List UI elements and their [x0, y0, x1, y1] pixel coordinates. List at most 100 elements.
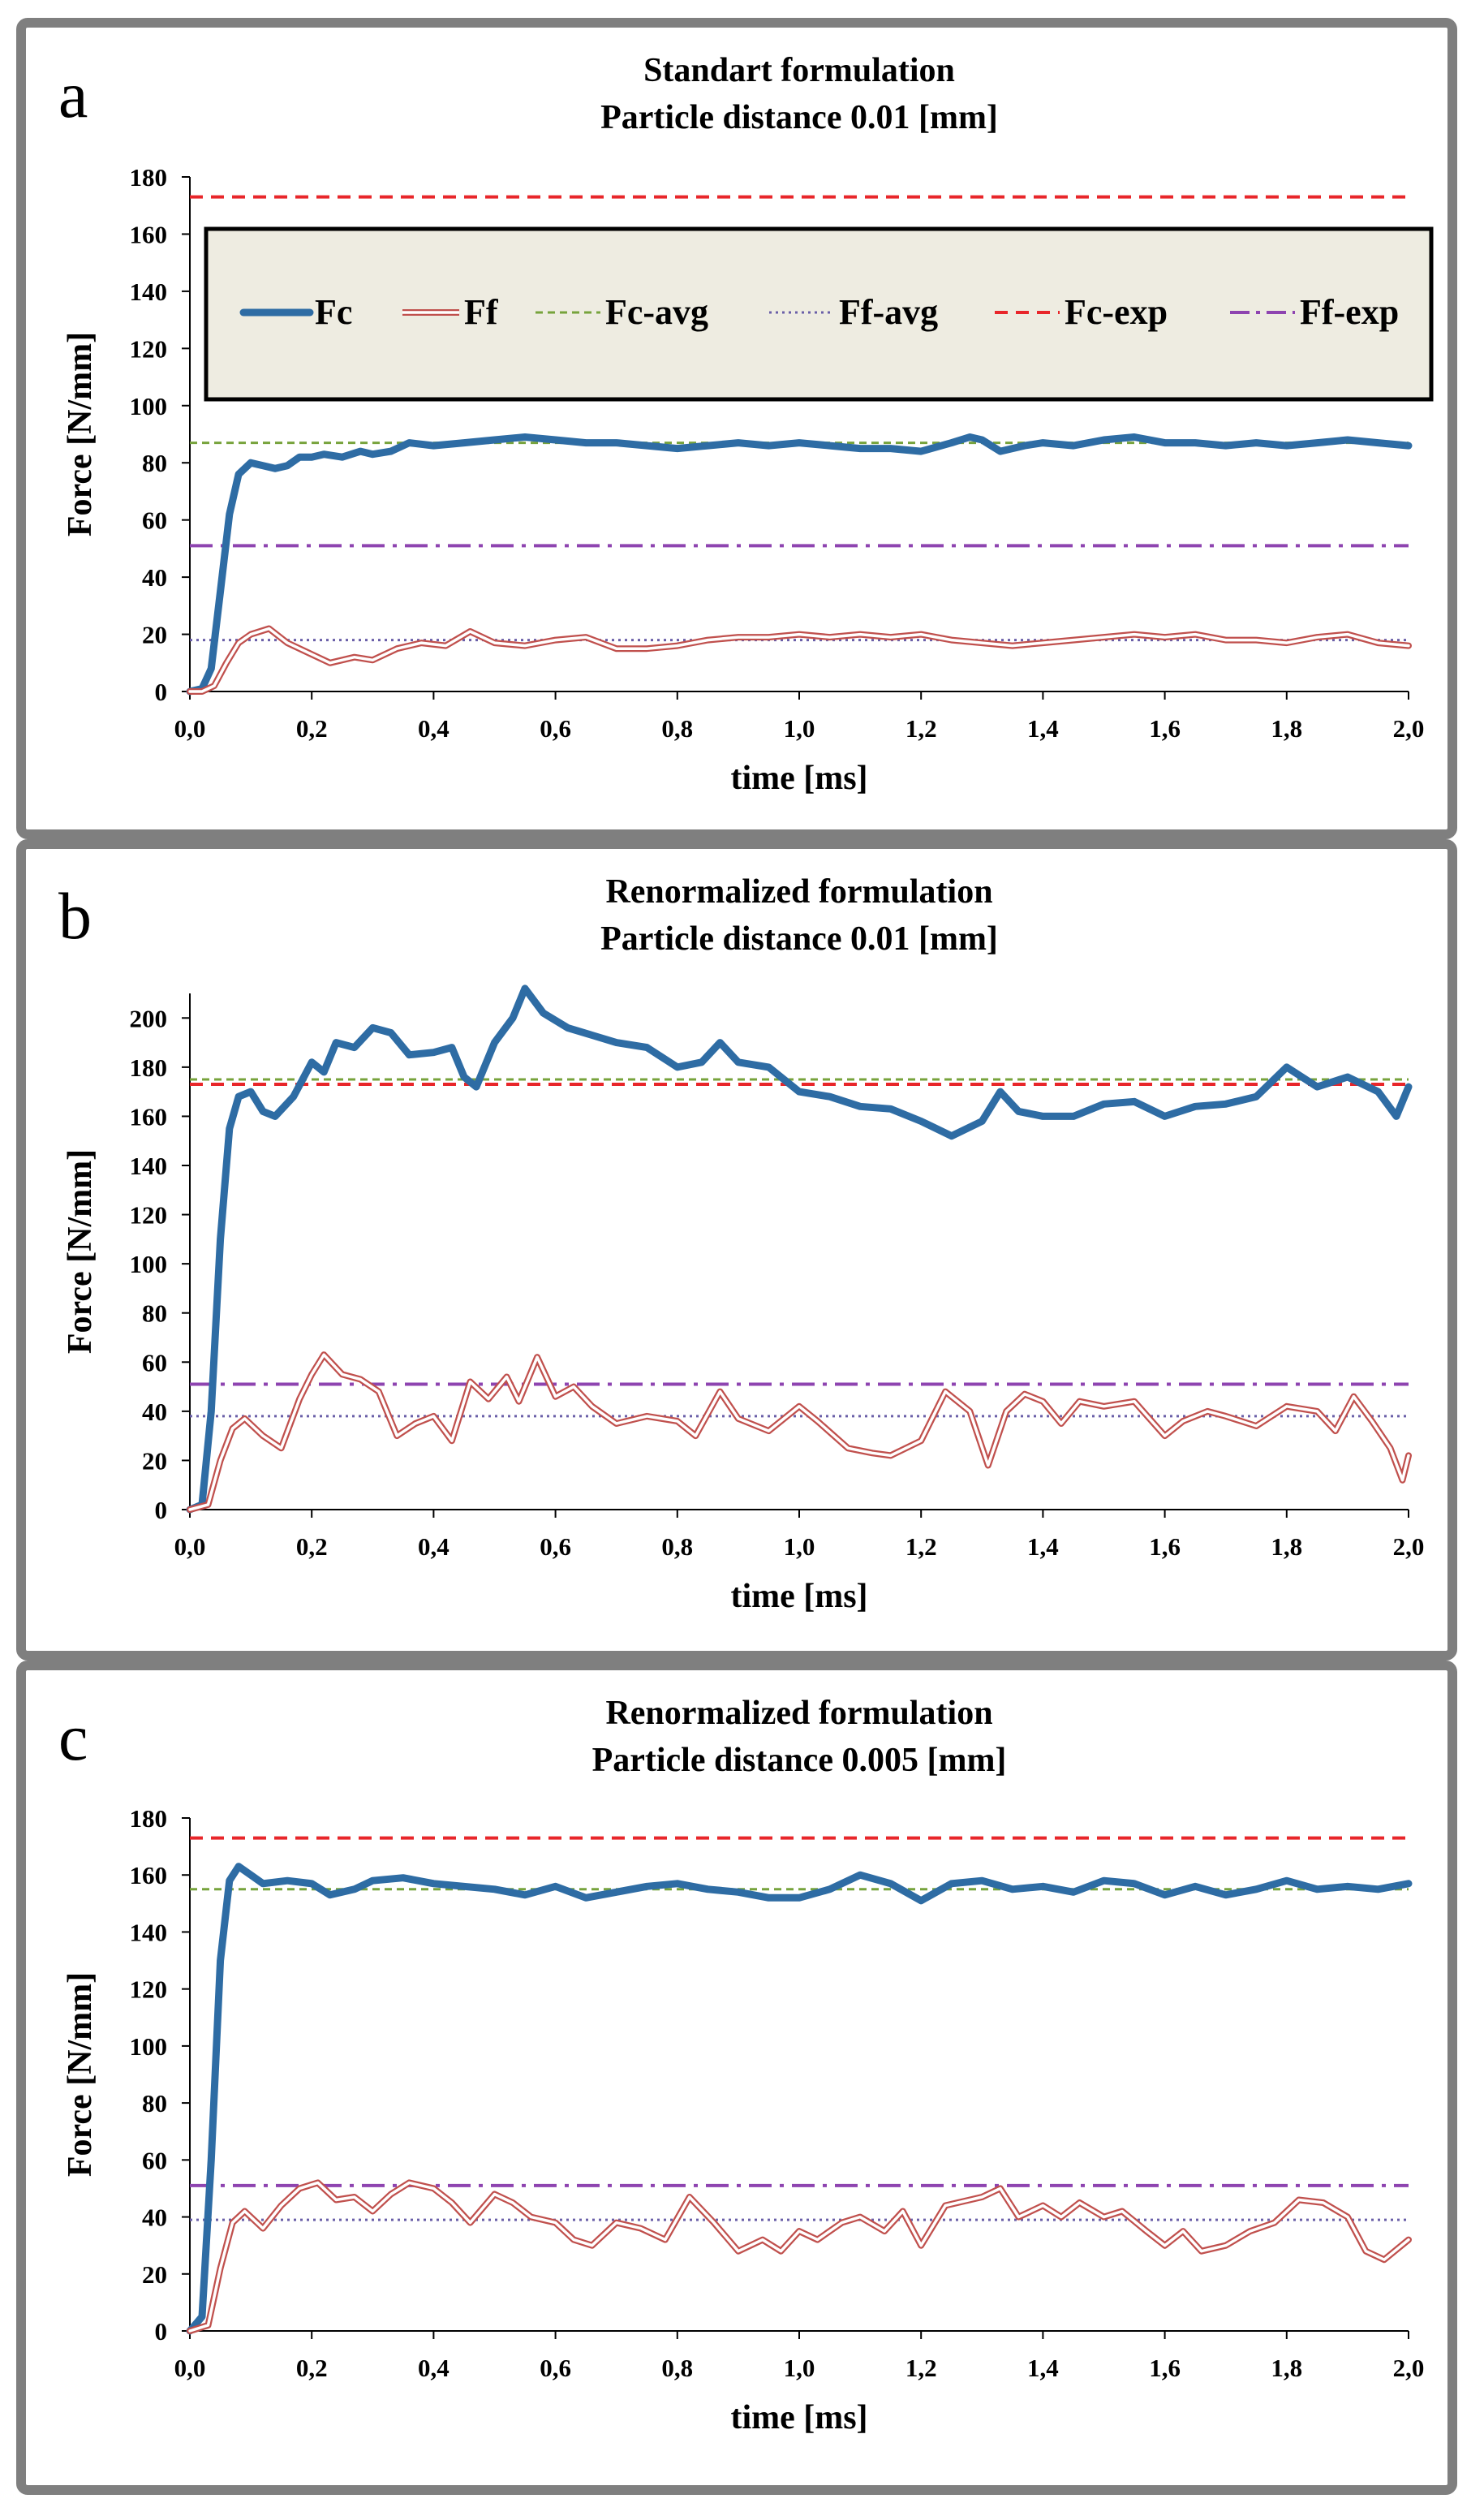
y-tick-label: 20: [142, 2260, 167, 2289]
y-tick-label: 0: [155, 678, 168, 706]
series-fc-line: [186, 433, 1413, 696]
chart-subtitle: Particle distance 0.01 [mm]: [600, 99, 998, 136]
legend-ff-avg-label: Ff-avg: [839, 292, 938, 332]
chart-title: Renormalized formulation: [605, 873, 992, 911]
x-tick-label: 1,8: [1271, 2354, 1302, 2382]
legend-fc-label: Fc: [315, 292, 352, 332]
y-tick-label: 0: [155, 1496, 168, 1524]
x-tick-label: 1,8: [1271, 1532, 1302, 1561]
y-tick-label: 160: [130, 1861, 168, 1889]
x-tick-label: 1,2: [905, 1532, 937, 1561]
x-tick-label: 1,2: [905, 2354, 937, 2382]
x-tick-label: 0,8: [661, 2354, 693, 2382]
chart-panel-a: a Standart formulation Particle distance 0…: [16, 18, 1457, 839]
y-tick-label: 40: [142, 2204, 167, 2232]
y-tick-label: 80: [142, 449, 167, 477]
panel-letter: b: [58, 879, 92, 953]
x-tick-label: 0,8: [661, 714, 693, 743]
x-tick-label: 1,2: [905, 714, 937, 743]
x-tick-label: 0,6: [540, 714, 571, 743]
x-tick-label: 1,0: [784, 1532, 815, 1561]
legend-ff-label: Ff: [464, 292, 499, 332]
y-tick-label: 180: [130, 163, 168, 192]
panel-letter: c: [58, 1700, 88, 1774]
series-ff-line-inner: [188, 627, 1410, 693]
x-tick-label: 0,0: [174, 2354, 206, 2382]
x-tick-label: 0,4: [418, 2354, 450, 2382]
series-ff-line-inner: [188, 2181, 1410, 2333]
x-tick-label: 1,0: [784, 2354, 815, 2382]
y-tick-label: 0: [155, 2317, 168, 2346]
legend-fc-exp-label: Fc-exp: [1065, 292, 1168, 332]
y-tick-label: 100: [130, 392, 168, 420]
series-fc-line: [186, 984, 1413, 1514]
y-tick-label: 20: [142, 1446, 167, 1475]
y-tick-label: 80: [142, 1299, 167, 1328]
y-axis-label: Force [N/mm]: [62, 1972, 99, 2177]
y-tick-label: 40: [142, 1398, 167, 1426]
y-tick-label: 80: [142, 2089, 167, 2117]
x-tick-label: 1,8: [1271, 714, 1302, 743]
series-ff-line-inner: [188, 1353, 1410, 1511]
y-tick-label: 60: [142, 506, 167, 535]
y-tick-label: 120: [130, 1201, 168, 1230]
x-axis-label: time [ms]: [730, 760, 867, 797]
panel-frame: [16, 18, 1457, 839]
y-tick-label: 200: [130, 1004, 168, 1032]
y-tick-label: 60: [142, 1348, 167, 1376]
panel-frame: [16, 1661, 1457, 2495]
legend: Fc Ff Fc-avg Ff-avg Fc-exp Ff-exp: [204, 226, 1434, 402]
y-axis-label: Force [N/mm]: [62, 1149, 99, 1354]
x-axis-label: time [ms]: [730, 2399, 867, 2436]
chart-subtitle: Particle distance 0.005 [mm]: [592, 1742, 1007, 1779]
x-tick-label: 1,0: [784, 714, 815, 743]
y-tick-label: 120: [130, 1975, 168, 2004]
y-tick-label: 160: [130, 1102, 168, 1131]
x-tick-label: 1,4: [1027, 2354, 1059, 2382]
x-tick-label: 1,4: [1027, 1532, 1059, 1561]
x-tick-label: 2,0: [1393, 714, 1425, 743]
x-tick-label: 1,6: [1149, 2354, 1181, 2382]
legend-fc-avg-label: Fc-avg: [605, 292, 708, 332]
y-tick-label: 100: [130, 2032, 168, 2061]
x-tick-label: 0,0: [174, 1532, 206, 1561]
chart-title: Standart formulation: [643, 52, 955, 89]
x-tick-label: 2,0: [1393, 2354, 1425, 2382]
x-tick-label: 0,4: [418, 714, 450, 743]
x-tick-label: 0,6: [540, 2354, 571, 2382]
panel-letter: a: [58, 58, 88, 131]
x-tick-label: 1,6: [1149, 1532, 1181, 1561]
y-tick-label: 140: [130, 1918, 168, 1946]
y-tick-label: 140: [130, 278, 168, 306]
x-tick-label: 0,2: [296, 1532, 328, 1561]
y-tick-label: 40: [142, 563, 167, 592]
chart-panel-b: b Renormalized formulation Particle distan…: [16, 839, 1457, 1661]
x-tick-label: 1,4: [1027, 714, 1059, 743]
x-tick-label: 0,6: [540, 1532, 571, 1561]
y-tick-label: 120: [130, 334, 168, 363]
x-tick-label: 0,8: [661, 1532, 693, 1561]
panel-frame: [16, 839, 1457, 1661]
series-fc-line: [186, 1863, 1413, 2335]
chart-panels: a Standart formulation Particle distance 0…: [16, 18, 1457, 2495]
y-tick-label: 180: [130, 1053, 168, 1082]
chart-panel-c: c Renormalized formulation Particle distan…: [16, 1661, 1457, 2495]
chart-subtitle: Particle distance 0.01 [mm]: [600, 920, 998, 958]
legend-ff-exp-label: Ff-exp: [1300, 292, 1399, 332]
y-tick-label: 180: [130, 1804, 168, 1833]
chart-title: Renormalized formulation: [605, 1695, 992, 1732]
x-tick-label: 0,4: [418, 1532, 450, 1561]
x-tick-label: 2,0: [1393, 1532, 1425, 1561]
y-tick-label: 20: [142, 621, 167, 649]
x-axis-label: time [ms]: [730, 1578, 867, 1615]
x-tick-label: 0,0: [174, 714, 206, 743]
x-tick-label: 0,2: [296, 2354, 328, 2382]
y-tick-label: 160: [130, 220, 168, 248]
y-axis-label: Force [N/mm]: [62, 332, 99, 536]
x-tick-label: 1,6: [1149, 714, 1181, 743]
y-tick-label: 60: [142, 2146, 167, 2174]
y-tick-label: 100: [130, 1250, 168, 1278]
x-tick-label: 0,2: [296, 714, 328, 743]
y-tick-label: 140: [130, 1152, 168, 1180]
